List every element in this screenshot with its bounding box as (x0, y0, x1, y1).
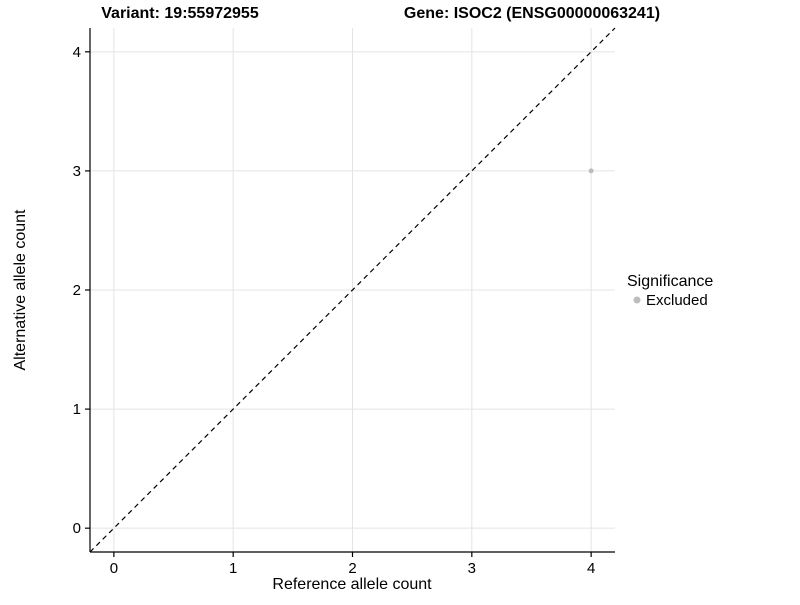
y-axis-title: Alternative allele count (12, 209, 29, 371)
legend-title: Significance (627, 273, 713, 290)
x-tick-label: 3 (468, 560, 476, 577)
x-tick-label: 2 (348, 560, 356, 577)
x-tick-label: 0 (110, 560, 118, 577)
legend: Significance Excluded (627, 273, 713, 309)
plot-title-gene: Gene: ISOC2 (ENSG00000063241) (404, 5, 660, 22)
tick-labels: 0 1 2 3 4 0 1 2 3 4 (73, 44, 596, 577)
identity-line (89, 27, 616, 553)
y-tick-label: 0 (73, 520, 81, 537)
x-axis-title: Reference allele count (272, 576, 432, 593)
x-tick-label: 4 (587, 560, 595, 577)
legend-point-icon (633, 296, 641, 304)
y-tick-label: 2 (73, 282, 81, 299)
tick-marks (85, 51, 592, 557)
data-points (588, 168, 594, 174)
legend-entry-label: Excluded (646, 292, 708, 309)
data-point (588, 168, 594, 174)
y-tick-label: 1 (73, 401, 81, 418)
x-tick-label: 1 (229, 560, 237, 577)
y-tick-label: 4 (73, 44, 81, 61)
plot-title-variant: Variant: 19:55972955 (101, 5, 259, 22)
y-tick-label: 3 (73, 163, 81, 180)
